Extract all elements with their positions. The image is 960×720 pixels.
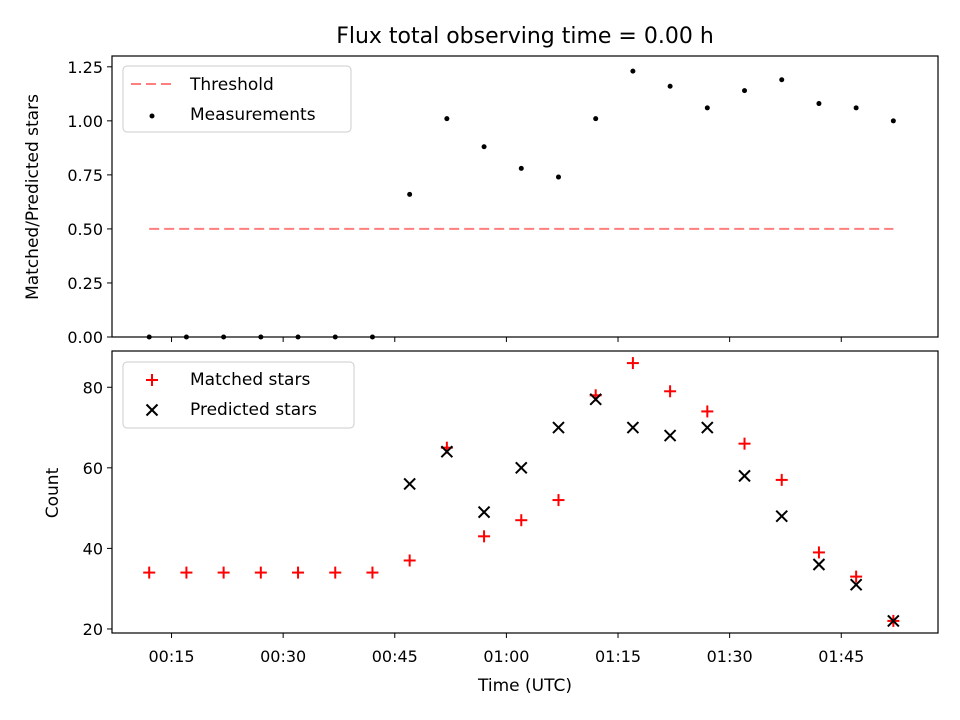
measurement-point: [407, 191, 413, 197]
predicted-star-point: [738, 469, 751, 483]
measurements-points: [146, 68, 896, 340]
matched-star-point: [850, 570, 863, 583]
top-y-tick-label: 1.25: [67, 58, 103, 77]
legend-measurements-swatch: [149, 113, 155, 119]
matched-star-point: [217, 566, 230, 579]
x-tick-label: 00:15: [148, 647, 194, 666]
predicted-stars-points: [403, 393, 900, 628]
predicted-star-point: [626, 421, 640, 434]
predicted-star-point: [477, 505, 491, 519]
top-y-tick-label: 1.00: [67, 112, 103, 131]
predicted-star-point: [663, 429, 677, 442]
predicted-star-point: [812, 558, 826, 571]
measurement-point: [630, 68, 636, 74]
measurement-point: [258, 334, 264, 340]
legend-matched-label: Matched stars: [190, 370, 310, 390]
matched-star-point: [775, 473, 788, 486]
predicted-star-point: [589, 393, 602, 406]
x-tick-label: 00:30: [260, 647, 306, 666]
bottom-legend-box: [122, 361, 355, 429]
bottom-y-tick-label: 60: [83, 459, 103, 478]
measurement-point: [853, 105, 859, 111]
legend-predicted-marker: [145, 403, 159, 417]
matched-star-point: [180, 566, 193, 579]
top-panel: 0.00 0.25 0.50 0.75 1.00 1.25 Matched/Predict…: [23, 55, 939, 347]
measurement-point: [816, 101, 822, 107]
matched-star-point: [515, 514, 528, 527]
predicted-star-point: [849, 578, 863, 591]
measurement-point: [295, 334, 301, 340]
measurement-point: [444, 116, 450, 122]
matched-star-point: [701, 405, 714, 418]
matched-star-point: [812, 546, 825, 559]
top-y-tick-label: 0.00: [67, 328, 103, 347]
measurement-point: [221, 334, 227, 340]
measurement-point: [704, 105, 710, 111]
predicted-star-point: [887, 614, 900, 628]
x-tick-label: 01:00: [483, 647, 529, 666]
matched-star-point: [552, 494, 565, 507]
matched-star-point: [292, 566, 305, 579]
x-tick-label: 01:45: [818, 647, 864, 666]
bottom-y-tick-label: 20: [83, 620, 103, 639]
measurement-point: [146, 334, 152, 340]
top-y-axis-ticks: 0.00 0.25 0.50 0.75 1.00 1.25: [67, 58, 112, 347]
predicted-star-point: [775, 509, 788, 523]
top-y-tick-label: 0.50: [67, 220, 103, 239]
legend-predicted-swatch: [145, 403, 159, 417]
x-tick-label: 00:45: [372, 647, 418, 666]
legend-matched-marker: [146, 374, 158, 386]
measurement-point: [742, 88, 748, 94]
top-plot-frame: [111, 55, 939, 338]
legend-predicted-label: Predicted stars: [190, 400, 317, 420]
top-y-tick-label: 0.25: [67, 274, 103, 293]
matched-star-point: [143, 566, 156, 579]
bottom-x-axis-ticks: 00:15 00:30 00:45 01:00 01:15 01:30 01:45: [148, 633, 864, 666]
bottom-y-axis-label: Count: [43, 467, 63, 518]
top-legend-box: [122, 65, 352, 133]
measurement-point: [332, 334, 338, 340]
measurement-point: [667, 83, 673, 89]
matched-star-point: [478, 530, 491, 543]
top-y-axis-label: Matched/Predicted stars: [23, 94, 43, 300]
measurement-point: [779, 77, 785, 83]
matched-star-point: [403, 554, 416, 567]
measurement-point: [593, 116, 599, 122]
chart-title: Flux total observing time = 0.00 h: [336, 24, 714, 49]
matched-star-point: [626, 357, 639, 370]
legend-measurements-label: Measurements: [190, 105, 316, 125]
x-axis-label: Time (UTC): [477, 676, 572, 696]
top-x-axis-ticks: [171, 337, 842, 342]
matched-star-point: [366, 566, 379, 579]
matched-star-point: [329, 566, 342, 579]
predicted-star-point: [701, 421, 714, 434]
measurement-point: [183, 334, 189, 340]
matched-star-point: [254, 566, 267, 579]
legend-threshold-label: Threshold: [189, 75, 274, 95]
predicted-star-point: [552, 421, 565, 434]
predicted-star-point: [440, 445, 454, 458]
predicted-star-point: [515, 461, 528, 475]
bottom-y-axis-ticks: 20 40 60 80: [83, 378, 112, 639]
measurement-point: [555, 174, 561, 180]
bottom-y-tick-label: 40: [83, 539, 103, 558]
x-tick-label: 01:15: [595, 647, 641, 666]
top-legend: Threshold Measurements: [122, 65, 352, 133]
matched-star-point: [664, 385, 677, 398]
bottom-y-tick-label: 80: [83, 378, 103, 397]
legend-matched-swatch: [146, 374, 158, 386]
bottom-plot-frame: [111, 350, 939, 634]
matched-star-point: [738, 437, 751, 450]
x-tick-label: 01:30: [707, 647, 753, 666]
top-y-tick-label: 0.75: [67, 166, 103, 185]
measurement-point: [369, 334, 375, 340]
bottom-legend: Matched stars Predicted stars: [122, 361, 355, 429]
predicted-star-point: [403, 477, 416, 491]
measurement-point: [481, 144, 487, 150]
measurement-point: [518, 165, 524, 171]
measurement-point: [890, 118, 896, 124]
